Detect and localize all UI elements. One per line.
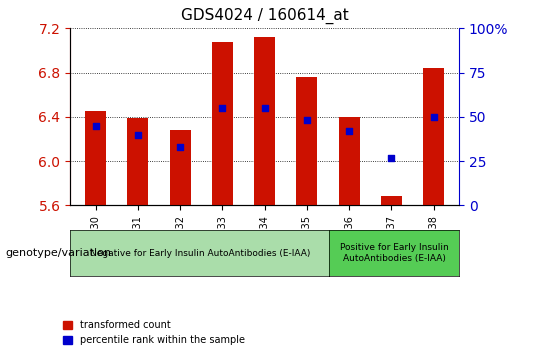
Point [176, 144, 184, 150]
Text: Positive for Early Insulin
AutoAntibodies (E-IAA): Positive for Early Insulin AutoAntibodie… [340, 244, 449, 263]
Point [387, 155, 396, 160]
Point [345, 128, 354, 134]
Bar [85, 111, 106, 205]
Bar [212, 42, 233, 205]
Bar [423, 68, 444, 205]
Point [218, 105, 227, 111]
Point [302, 118, 311, 123]
Point [260, 105, 269, 111]
Bar [339, 117, 360, 205]
Bar [254, 37, 275, 205]
Text: genotype/variation: genotype/variation [5, 248, 111, 258]
Text: Negative for Early Insulin AutoAntibodies (E-IAA): Negative for Early Insulin AutoAntibodie… [90, 249, 310, 258]
Bar [127, 118, 149, 205]
Bar [381, 196, 402, 205]
Bar [170, 130, 191, 205]
Point [133, 132, 142, 137]
Legend: transformed count, percentile rank within the sample: transformed count, percentile rank withi… [59, 316, 249, 349]
Point [91, 123, 100, 129]
Title: GDS4024 / 160614_at: GDS4024 / 160614_at [181, 8, 348, 24]
Point [429, 114, 438, 120]
Bar [296, 77, 318, 205]
